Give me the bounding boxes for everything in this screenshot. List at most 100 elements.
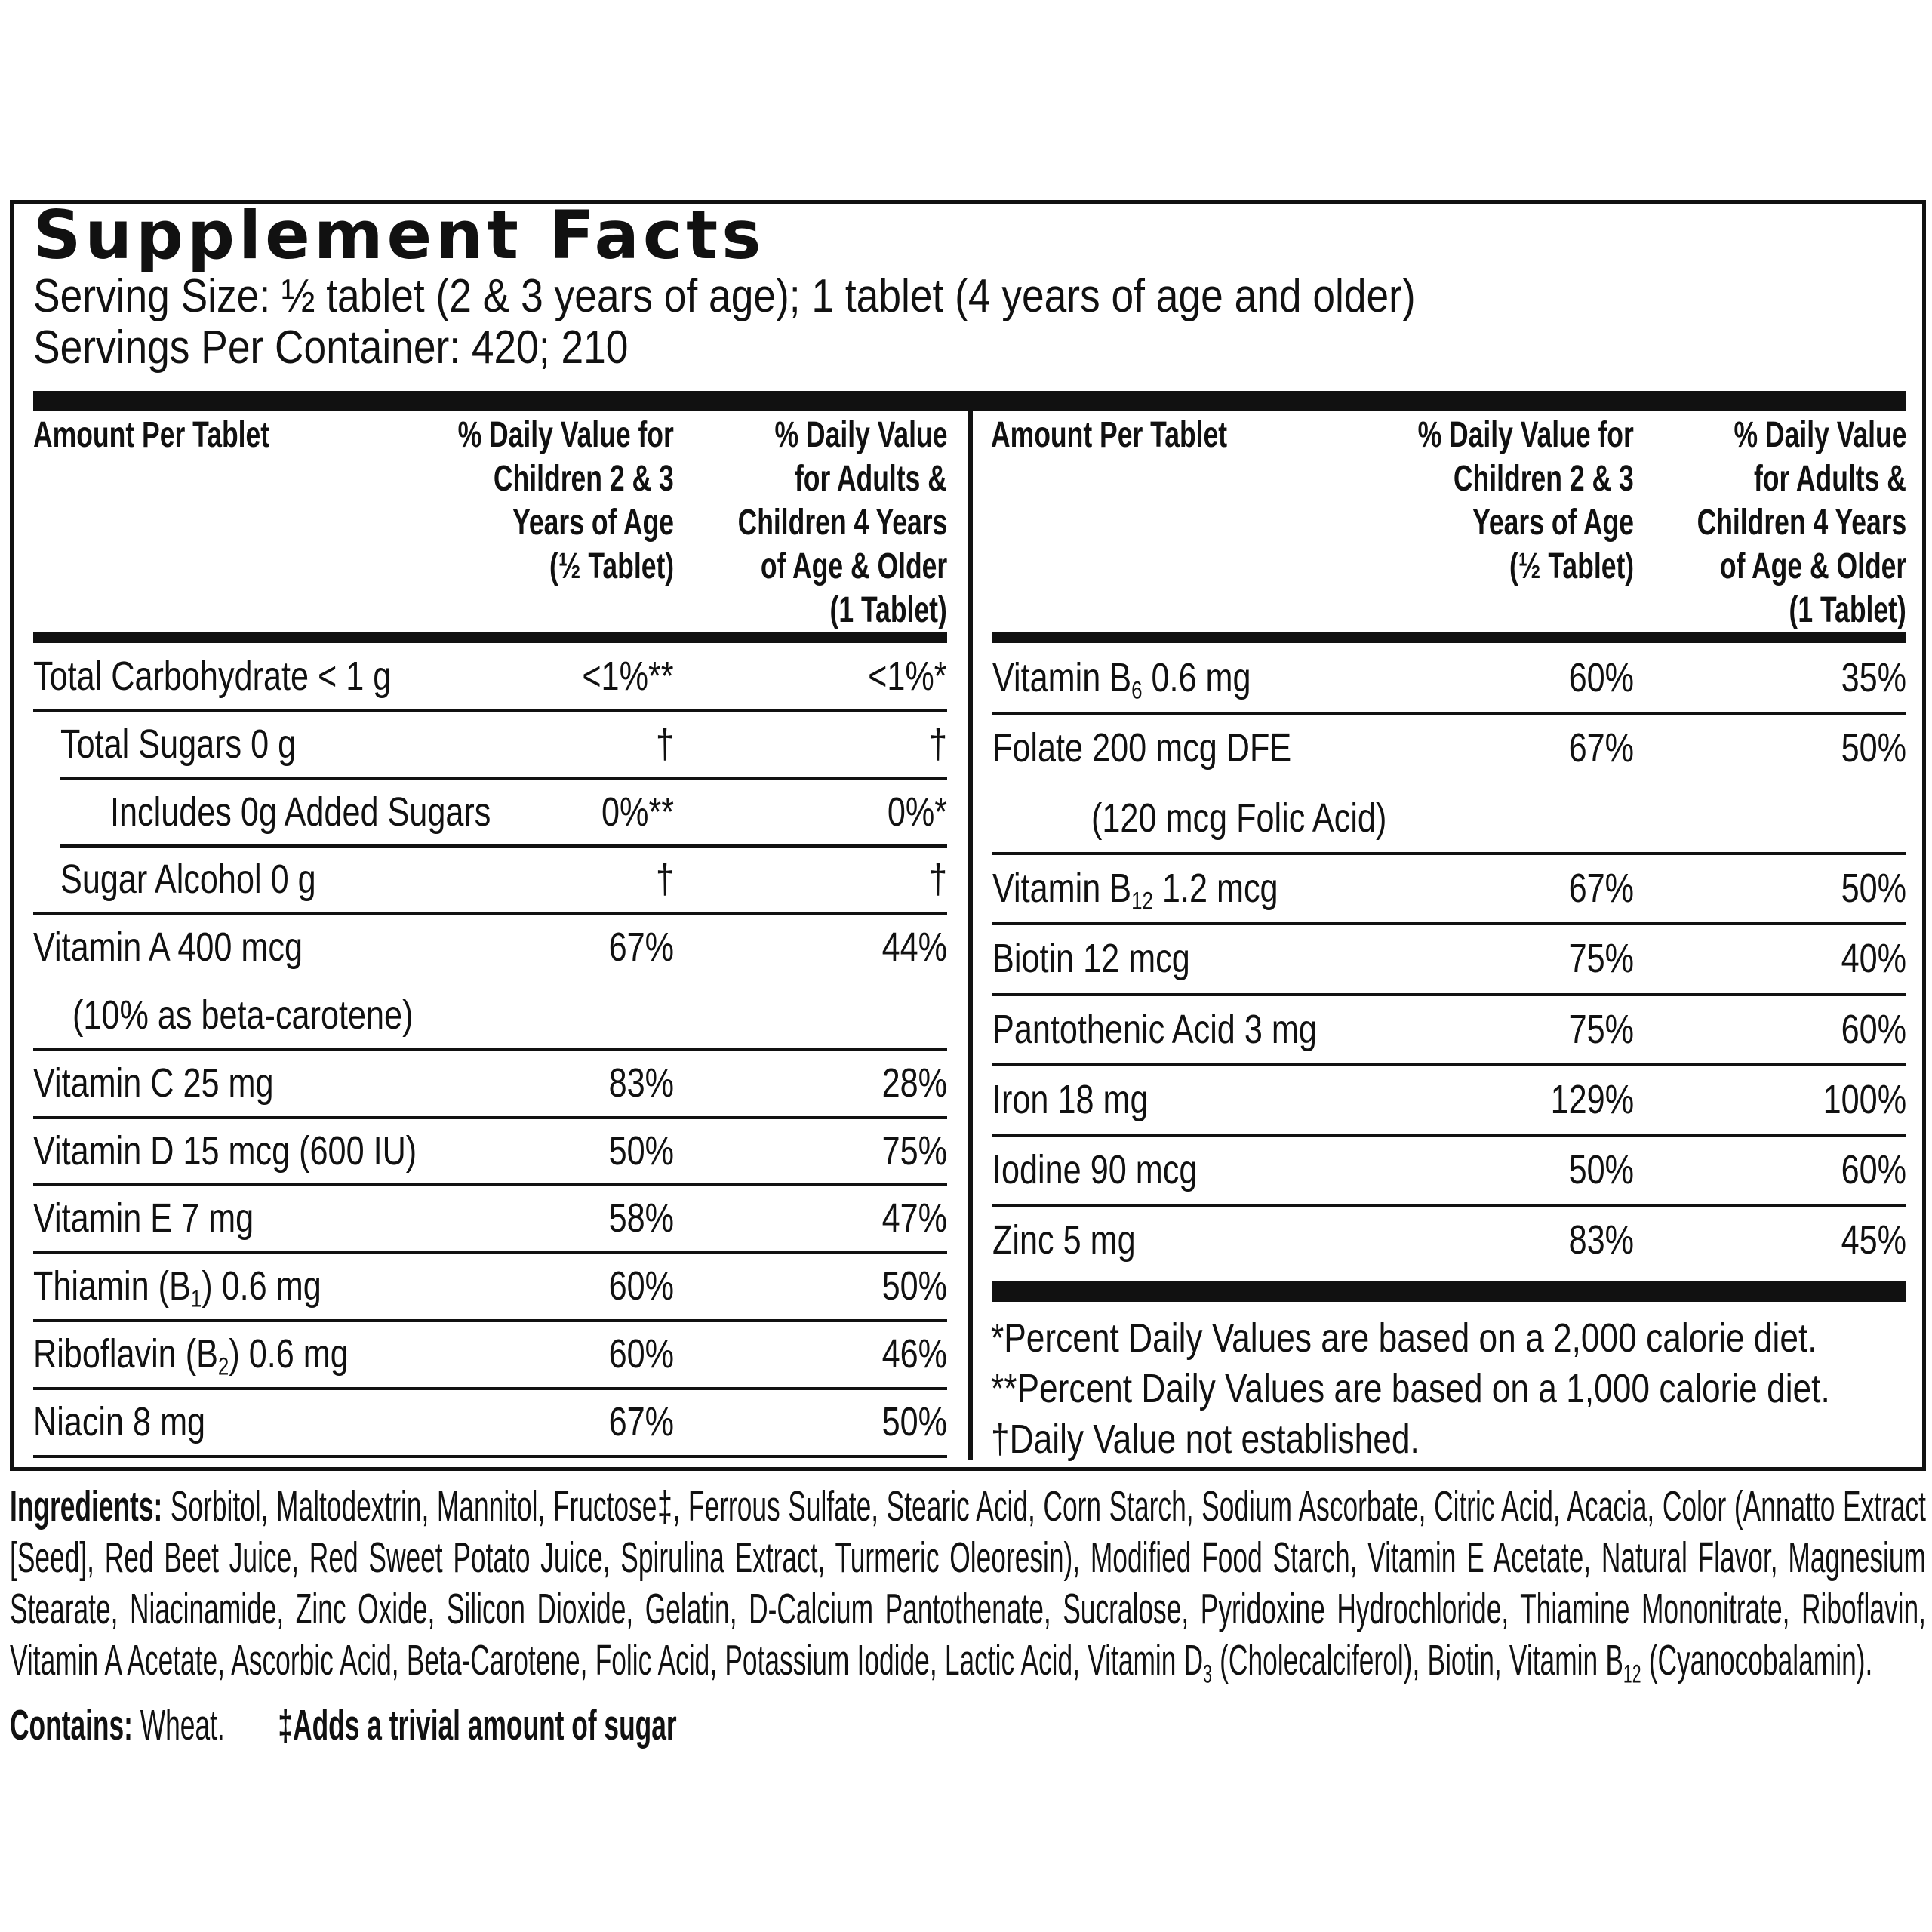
nutrient-name-text: Includes 0g Added Sugars [110,779,491,847]
dv-children-box: 75% [1257,995,1634,1065]
dv-children: 83% [608,1060,674,1106]
dv-children-box: 67% [297,914,674,982]
nutrient-name: Includes 0g Added Sugars [110,779,586,847]
header-adults-box: Children 4 Years [1454,501,1906,545]
dv-adults-box: 50% [1529,713,1906,783]
dv-adults-box: 100% [1529,1065,1907,1135]
header-adults-box: Children 4 Years [494,501,947,545]
header-amount-box: Amount Per Tablet [991,414,1897,457]
footnote-box: **Percent Daily Values are based on a 1,… [991,1364,1897,1414]
header-adults: (1 Tablet) [829,590,947,630]
row-rule [33,1183,947,1187]
nutrient-name-part: Iodine 90 mcg [992,1146,1198,1192]
dv-children-box: 60% [297,1321,674,1389]
nutrient-name: Vitamin B12 1.2 mcg [992,854,1349,937]
dv-adults-box: 60% [1529,1135,1906,1205]
dv-adults: 35% [1841,655,1906,700]
dv-children: 60% [608,1331,674,1377]
nutrient-name-part: Total Carbohydrate < 1 g [33,654,392,699]
dv-adults: 50% [1841,725,1906,771]
ingredient-text: (Cholecalciferol), Biotin, Vitamin B [1211,1636,1623,1684]
dv-children-box: 50% [1257,1135,1634,1205]
header-bar-right [992,632,1906,643]
dv-children-box: 50% [297,1118,674,1186]
nutrient-name: Niacin 8 mg [33,1389,248,1457]
dv-children: 75% [1568,936,1634,982]
header-adults-box: % Daily Value [494,414,947,457]
nutrient-name-text: Total Carbohydrate < 1 g [33,643,391,711]
header-adults-box: for Adults & [1454,457,1906,501]
dv-children-box: 67% [297,1389,674,1457]
row-rule [33,1386,947,1390]
dv-children: <1%** [582,654,674,699]
dv-adults-box: 44% [570,914,947,982]
footnote: *Percent Daily Values are based on a 2,0… [991,1315,1817,1361]
header-bar-left [33,632,947,643]
nutrient-note-box: (10% as beta-carotene) [72,982,978,1050]
nutrient-name: Total Carbohydrate < 1 g [33,643,481,711]
dv-children: † [655,721,674,767]
nutrient-note: (10% as beta-carotene) [72,992,414,1038]
sugar-note: ‡Adds a trivial amount of sugar [278,1701,677,1750]
nutrient-name-text: Folate 200 mcg DFE [992,713,1291,783]
dv-adults-box: 75% [570,1118,947,1186]
nutrient-name-text: Riboflavin (B2) 0.6 mg [33,1321,349,1401]
header-children-box: % Daily Value for [1181,414,1634,457]
header-adults-box: of Age & Older [494,545,947,589]
header-amount-box: Amount Per Tablet [33,414,939,457]
header-adults-box: % Daily Value [1454,414,1906,457]
footnote-bar [992,1281,1906,1302]
dv-adults-box: 46% [570,1321,947,1389]
dv-adults-box: 47% [570,1185,947,1253]
row-rule [33,1048,947,1051]
nutrient-name-text: Vitamin C 25 mg [33,1050,274,1118]
header-children-box: % Daily Value for [221,414,674,457]
nutrient-name-part: Iron 18 mg [992,1076,1149,1122]
header-adults: of Age & Older [1719,546,1906,586]
nutrient-name: Biotin 12 mcg [992,924,1239,994]
nutrient-note-box: (120 mcg Folic Acid) [1091,783,1932,854]
nutrient-name: Vitamin B6 0.6 mg [992,643,1315,726]
dv-children: 50% [608,1128,674,1174]
nutrient-name: Vitamin C 25 mg [33,1050,334,1118]
nutrient-name-part: 0.6 mg [1142,655,1251,700]
dv-children-box: † [297,711,674,779]
dv-children-box: 60% [1257,643,1634,713]
nutrient-name-text: Sugar Alcohol 0 g [60,846,316,914]
header-adults-box: (1 Tablet) [1454,589,1906,632]
nutrient-name-part: Total Sugars 0 g [60,721,297,767]
column-divider [968,391,973,1460]
nutrient-name: Sugar Alcohol 0 g [60,846,380,914]
nutrient-name-part: Vitamin C 25 mg [33,1060,274,1106]
dv-children-box: 129% [1257,1065,1635,1135]
nutrient-name: Vitamin A 400 mcg [33,914,370,982]
nutrient-name-part: Vitamin B [992,655,1132,700]
header-children: (½ Tablet) [1509,546,1634,586]
header-adults: for Adults & [795,459,947,499]
header-children: Children 2 & 3 [494,459,674,499]
servings-per-container-box: Servings Per Container: 420; 210 [33,321,1932,374]
header-children: % Daily Value for [457,415,674,455]
servings-per-container: Servings Per Container: 420; 210 [33,321,629,374]
header-adults: % Daily Value [1733,415,1906,455]
row-rule [992,852,1906,856]
dv-adults: † [928,721,947,767]
dv-adults: 46% [881,1331,947,1377]
nutrient-name: Total Sugars 0 g [60,711,355,779]
dv-children: 67% [608,1398,674,1444]
nutrient-name-part: Biotin 12 mcg [992,936,1190,982]
header-children-box: Years of Age [1181,501,1634,545]
dv-children: 50% [1568,1146,1634,1192]
row-rule [992,1133,1906,1137]
row-rule [992,1203,1906,1207]
dv-adults: 0%* [887,789,947,835]
row-rule [992,712,1906,715]
dv-adults: † [928,857,947,903]
row-rule [992,1063,1906,1066]
nutrient-name-part: ) 0.6 mg [229,1331,349,1377]
contains: Wheat. [140,1701,225,1750]
header-adults: (1 Tablet) [1789,590,1906,630]
dv-children-box: 83% [297,1050,674,1118]
ingredients: Ingredients: Sorbitol, Maltodextrin, Man… [10,1481,1926,1751]
